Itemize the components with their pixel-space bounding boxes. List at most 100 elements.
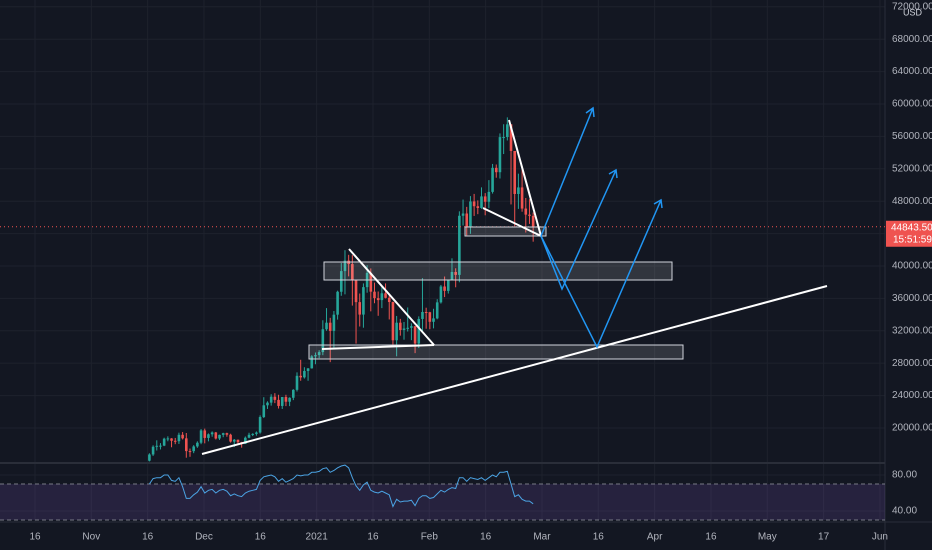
x-tick-label: 16 [142, 532, 154, 543]
candle-body [443, 286, 446, 291]
y-tick-label: 52000.00 [892, 163, 932, 174]
candle-body [362, 287, 365, 315]
candle-body [384, 293, 387, 298]
candle-body [387, 297, 391, 303]
candle-body [417, 318, 421, 344]
candle-body [188, 451, 192, 453]
candle-body [277, 399, 280, 406]
x-tick-label: 16 [255, 532, 267, 543]
candle-body [480, 196, 483, 208]
candle-body [162, 438, 166, 446]
y-tick-label: 56000.00 [892, 131, 932, 142]
candle-body [406, 327, 409, 329]
projection-arrows [540, 106, 663, 349]
candle-body [421, 311, 424, 319]
candle-body [494, 167, 498, 173]
candle-body [450, 271, 454, 280]
arrow-head [585, 106, 595, 118]
candle-body [506, 124, 509, 138]
candle-body [181, 434, 184, 439]
candle-body [166, 438, 170, 440]
countdown-label: 15:51:59 [893, 234, 932, 245]
candle-body [258, 417, 262, 433]
y-tick-label: 48000.00 [892, 196, 932, 207]
candle-body [284, 397, 288, 402]
candle-body [351, 264, 354, 281]
y-tick-label: 20000.00 [892, 423, 932, 434]
candle-body [225, 433, 229, 435]
candle-body [325, 322, 328, 330]
candle-body [236, 439, 240, 443]
candle-body [439, 286, 443, 303]
rsi-band [0, 484, 885, 521]
y-tick-label: 32000.00 [892, 325, 932, 336]
candle-body [273, 396, 277, 400]
candle-body [244, 437, 247, 444]
candle-body [148, 454, 151, 461]
candle-body [391, 302, 395, 341]
candle-body [218, 434, 221, 439]
candle-body [413, 326, 417, 344]
candle-body [402, 328, 406, 330]
candle-body [435, 302, 439, 319]
candle-body [295, 375, 299, 390]
x-tick-label: Nov [82, 532, 100, 543]
candle-body [517, 187, 520, 194]
zone-box [323, 261, 673, 281]
x-tick-label: Jun [872, 532, 888, 543]
triangle-line [482, 207, 542, 237]
candle-body [229, 434, 232, 442]
candle-body [354, 280, 358, 303]
rsi-tick-label: 40.00 [892, 506, 917, 517]
y-tick-label: 40000.00 [892, 261, 932, 272]
candle-body [339, 271, 343, 292]
y-tick-label: 60000.00 [892, 99, 932, 110]
candle-body [310, 356, 314, 369]
candle-body [207, 434, 210, 438]
trend-line [201, 285, 828, 455]
candle-body [531, 215, 535, 227]
candle-body [461, 213, 465, 216]
y-tick-label: 36000.00 [892, 293, 932, 304]
y-tick-label: 72000.00 [892, 1, 932, 12]
last-price-badge [886, 220, 932, 247]
last-price-label: 44843.50 [891, 222, 932, 233]
x-tick-label: 16 [480, 532, 492, 543]
candle-body [247, 434, 251, 438]
x-tick-label: Dec [195, 532, 213, 543]
candle-body [299, 375, 302, 378]
y-tick-label: 68000.00 [892, 34, 932, 45]
x-tick-label: 16 [593, 532, 605, 543]
candle-body [520, 187, 524, 209]
candle-body [476, 206, 480, 208]
candle-body [251, 433, 255, 435]
arrow [540, 199, 662, 349]
candle-body [321, 329, 325, 353]
candle-body [199, 430, 203, 443]
y-tick-label: 64000.00 [892, 66, 932, 77]
arrow [540, 107, 594, 237]
candle-body [173, 440, 177, 442]
candle-body [376, 298, 380, 301]
candle-body [288, 397, 291, 402]
triangle-line [321, 344, 435, 350]
candle-body [424, 311, 428, 313]
candle-body [380, 293, 384, 301]
candle-body [203, 430, 207, 438]
candle-body [446, 279, 450, 291]
candle-body [343, 260, 347, 272]
candle-body [292, 389, 295, 398]
candle-body [159, 445, 162, 447]
arrow [540, 169, 617, 291]
candle-body [332, 314, 336, 331]
candle-body [432, 318, 435, 322]
rsi-pane [0, 464, 885, 521]
candle-body [373, 291, 376, 299]
candle-body [177, 434, 181, 442]
candle-body [502, 137, 505, 139]
y-tick-label: 28000.00 [892, 358, 932, 369]
candle-body [528, 214, 531, 216]
candle-body [266, 402, 269, 406]
